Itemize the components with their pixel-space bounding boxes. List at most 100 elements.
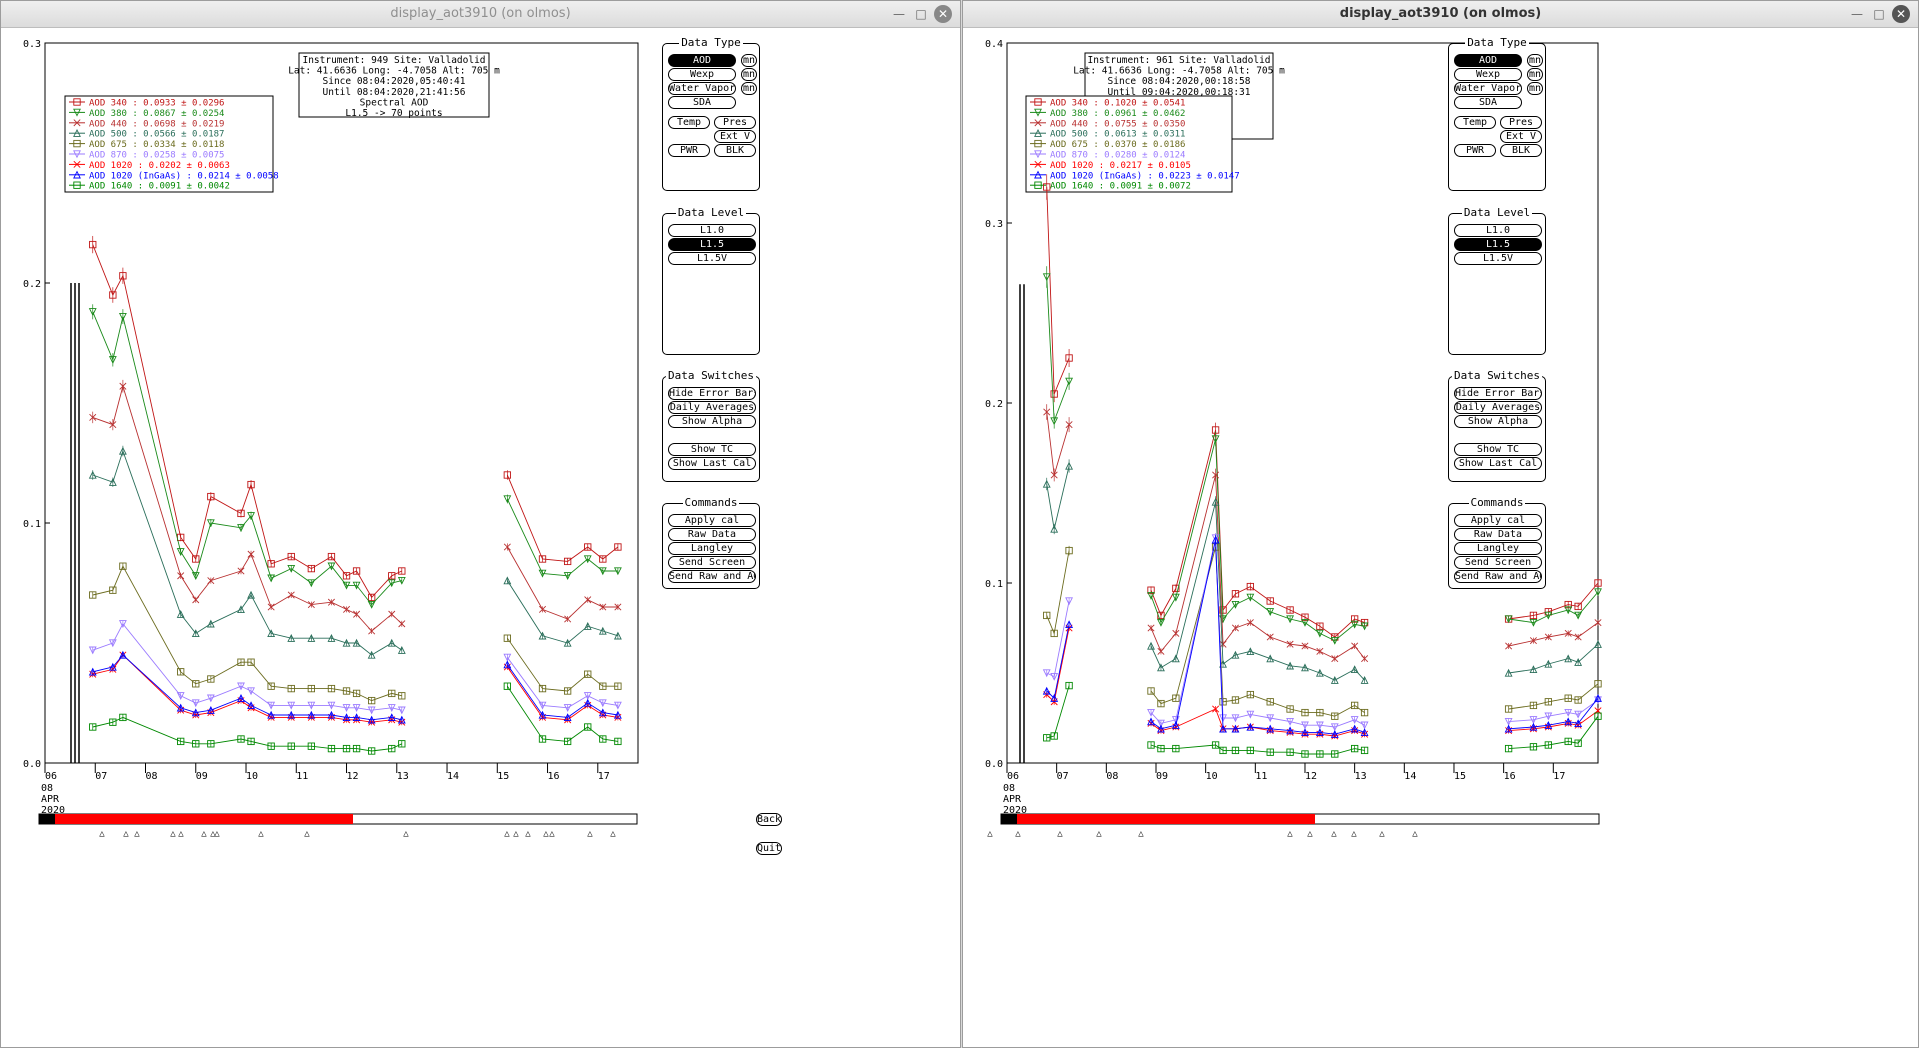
x-tick-label: 10	[246, 771, 258, 782]
hide-error-bars-button[interactable]: Hide Error Bars	[1454, 387, 1542, 400]
data-level-l10-button[interactable]: L1.0	[668, 224, 756, 237]
data-type-aod-button[interactable]: AOD	[1454, 54, 1522, 67]
raw-data-button[interactable]: Raw Data	[1454, 528, 1542, 541]
send-screen-button[interactable]: Send Screen	[1454, 556, 1542, 569]
legend-entry: AOD 1640 : 0.0091 ± 0.0042	[89, 182, 230, 192]
ext-v-button[interactable]: Ext V	[714, 130, 756, 143]
data-point	[1529, 716, 1538, 725]
maximize-icon[interactable]: □	[1873, 7, 1885, 21]
temp-button[interactable]: Temp	[1454, 116, 1496, 129]
data-type-water-vapor-button[interactable]: Water Vapor	[668, 82, 736, 95]
data-point	[1157, 611, 1165, 620]
data-point	[1286, 640, 1294, 648]
data-point	[1065, 461, 1074, 470]
data-level-l15-button[interactable]: L1.5	[668, 238, 756, 251]
data-level-l15v-button[interactable]: L1.5V	[1454, 252, 1542, 265]
legend-entry: AOD 440 : 0.0698 ± 0.0219	[89, 119, 224, 129]
maximize-icon[interactable]: □	[915, 7, 927, 21]
temp-button[interactable]: Temp	[668, 116, 710, 129]
show-alpha-button[interactable]: Show Alpha	[1454, 415, 1542, 428]
mn-button[interactable]: mn	[741, 82, 757, 95]
blk-button[interactable]: BLK	[1500, 144, 1542, 157]
data-point	[583, 621, 592, 630]
window-title: display_aot3910 (on olmos)	[1339, 6, 1542, 21]
info-box	[298, 52, 490, 118]
data-point	[1211, 535, 1220, 544]
data-type-wexp-button[interactable]: Wexp	[668, 68, 736, 81]
data-point	[1172, 744, 1180, 753]
daily-averages-button[interactable]: Daily Averages	[668, 401, 756, 414]
data-point	[327, 684, 336, 693]
mn-button[interactable]: mn	[1527, 54, 1543, 67]
mn-button[interactable]: mn	[741, 54, 757, 67]
show-last-cal-button[interactable]: Show Last Cal	[668, 457, 756, 470]
data-point	[108, 662, 117, 671]
quit-button[interactable]: Quit	[756, 842, 782, 855]
send-raw-and-aod-button[interactable]: Send Raw and AOD	[668, 570, 756, 583]
show-tc-button[interactable]: Show TC	[1454, 443, 1542, 456]
send-raw-and-aod-button[interactable]: Send Raw and AOD	[1454, 570, 1542, 583]
x-tick-label: 11	[1255, 771, 1267, 782]
data-point	[1246, 722, 1255, 731]
data-type-wexp-button[interactable]: Wexp	[1454, 68, 1522, 81]
data-point	[1301, 663, 1309, 672]
show-tc-button[interactable]: Show TC	[668, 443, 756, 456]
data-point	[1504, 724, 1513, 733]
data-type-sda-button[interactable]: SDA	[1454, 96, 1522, 109]
data-point	[207, 577, 215, 585]
data-point	[1529, 637, 1537, 645]
apply-cal-button[interactable]: Apply cal	[1454, 514, 1542, 527]
data-point	[1574, 710, 1583, 719]
data-point	[599, 555, 607, 563]
y-tick-label: 0.1	[985, 579, 1003, 590]
series-line	[92, 384, 403, 632]
langley-button[interactable]: Langley	[1454, 542, 1542, 555]
pwr-button[interactable]: PWR	[1454, 144, 1496, 157]
raw-data-button[interactable]: Raw Data	[668, 528, 756, 541]
panel-title: Data Level	[675, 206, 747, 219]
data-level-l15v-button[interactable]: L1.5V	[668, 252, 756, 265]
send-screen-button[interactable]: Send Screen	[668, 556, 756, 569]
series-aod-440	[1043, 404, 1602, 663]
minimize-icon[interactable]: —	[893, 7, 905, 21]
close-icon[interactable]: ✕	[934, 5, 952, 23]
pwr-button[interactable]: PWR	[668, 144, 710, 157]
plot-frame	[44, 42, 639, 764]
mn-button[interactable]: mn	[741, 68, 757, 81]
back-button[interactable]: Back	[756, 813, 782, 826]
daily-averages-button[interactable]: Daily Averages	[1454, 401, 1542, 414]
data-point	[1330, 723, 1339, 732]
data-point	[352, 689, 361, 698]
data-point	[1050, 417, 1059, 426]
data-type-aod-button[interactable]: AOD	[668, 54, 736, 67]
ext-v-button[interactable]: Ext V	[1500, 130, 1542, 143]
data-point	[267, 629, 276, 638]
blk-button[interactable]: BLK	[714, 144, 756, 157]
hide-error-bars-button[interactable]: Hide Error Bars	[668, 387, 756, 400]
close-icon[interactable]: ✕	[1892, 5, 1910, 23]
show-alpha-button[interactable]: Show Alpha	[668, 415, 756, 428]
data-point	[1504, 668, 1513, 677]
data-point	[1351, 642, 1359, 650]
data-level-l10-button[interactable]: L1.0	[1454, 224, 1542, 237]
pres-button[interactable]: Pres	[1500, 116, 1542, 129]
data-type-sda-button[interactable]: SDA	[668, 96, 736, 109]
langley-button[interactable]: Langley	[668, 542, 756, 555]
data-point	[503, 660, 512, 669]
data-point	[1050, 390, 1058, 398]
data-point	[109, 421, 117, 429]
mn-button[interactable]: mn	[1527, 68, 1543, 81]
data-point	[352, 567, 361, 575]
mn-button[interactable]: mn	[1527, 82, 1543, 95]
show-last-cal-button[interactable]: Show Last Cal	[1454, 457, 1542, 470]
data-point	[388, 572, 396, 580]
minimize-icon[interactable]: —	[1851, 7, 1863, 21]
series-aod-380	[1042, 266, 1602, 645]
data-type-water-vapor-button[interactable]: Water Vapor	[1454, 82, 1522, 95]
pres-button[interactable]: Pres	[714, 116, 756, 129]
x-tick-label: 16	[548, 771, 560, 782]
series-line	[1508, 591, 1599, 624]
legend-entry: AOD 380 : 0.0867 ± 0.0254	[89, 109, 224, 119]
data-level-l15-button[interactable]: L1.5	[1454, 238, 1542, 251]
apply-cal-button[interactable]: Apply cal	[668, 514, 756, 527]
